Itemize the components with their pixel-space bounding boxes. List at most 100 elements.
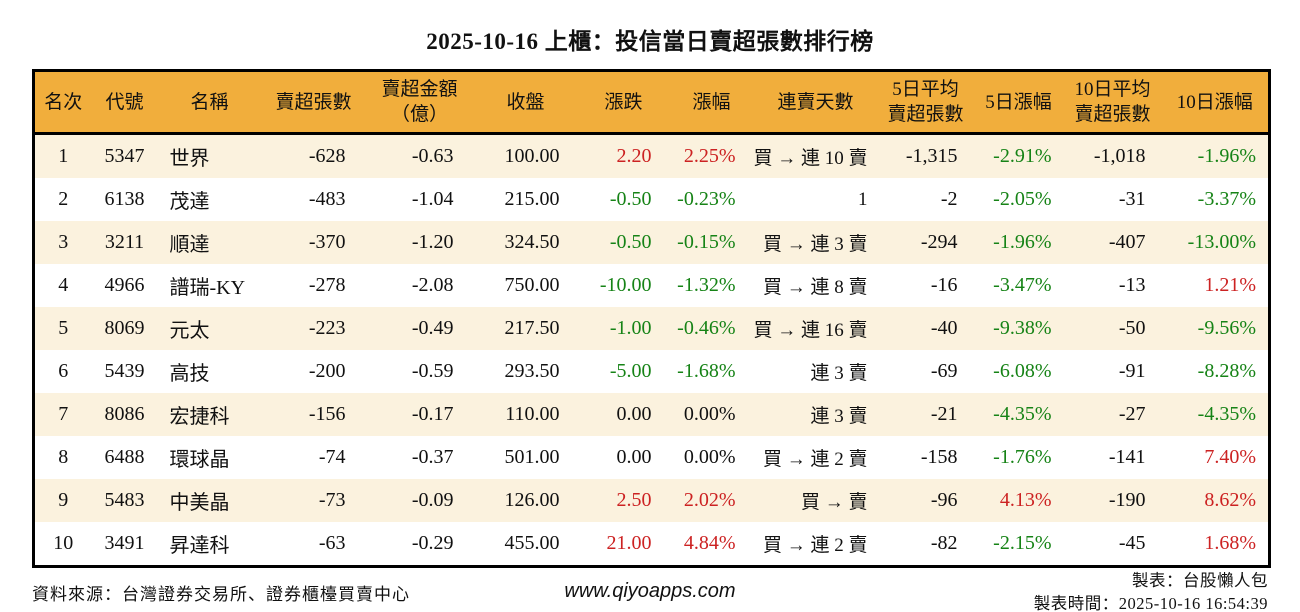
cell-rank: 10 <box>53 532 74 554</box>
cell-avg10: -27 <box>1063 393 1162 436</box>
table-row: 10 3491 昇達科 -63 -0.29 455.00 21.00 4.84% 買 → 連 2… <box>34 522 1270 567</box>
cell-pct5: -6.08% <box>993 360 1052 382</box>
col-header-name: 名稱 <box>157 70 262 135</box>
table-row: 3 3211 順達 -370 -1.20 324.50 -0.50 -0.15% 買 → 連 3… <box>33 221 1270 264</box>
cell-close: 100.00 <box>473 133 578 178</box>
cell-sell_amt: -0.59 <box>411 360 454 382</box>
cell-close: 110.00 <box>473 393 578 436</box>
cell-name: 世界 <box>157 133 262 178</box>
cell-pct10: 8.62% <box>1161 479 1270 522</box>
cell-name: 中美晶 <box>157 479 262 522</box>
cell-code: 6488 <box>104 446 145 468</box>
cell-rank: 6 <box>58 360 69 382</box>
cell-rank: 3 <box>33 221 92 264</box>
cell-pct10: -13.00% <box>1161 221 1270 264</box>
table-row: 6 5439 高技 -200 -0.59 293.50 -5.00 -1.68% 連 3 賣 -6… <box>34 350 1270 393</box>
cell-pct5: -2.15% <box>993 532 1052 554</box>
cell-pct5: -3.47% <box>993 274 1052 296</box>
cell-code: 3491 <box>104 532 145 554</box>
cell-sell_amt: -0.49 <box>365 307 474 350</box>
cell-close: 750.00 <box>504 274 560 296</box>
cell-streak: 買 → 連 2 賣 <box>762 535 868 556</box>
cell-name: 環球晶 <box>169 449 230 471</box>
cell-streak: 買 → 連 16 賣 <box>753 307 878 350</box>
table-row: 1 5347 世界 -628 -0.63 100.00 2.20 2.25% 買 → 連 10 … <box>33 133 1270 178</box>
cell-pct5: -9.38% <box>973 307 1064 350</box>
cell-pct10: -8.28% <box>1197 360 1256 382</box>
cell-code: 3211 <box>91 221 158 264</box>
cell-streak: 連 3 賣 <box>810 363 868 384</box>
cell-sell_amt: -0.09 <box>365 479 474 522</box>
cell-sell_vol: -74 <box>318 446 346 468</box>
col-header-sell-volume: 賣超張數 <box>261 70 366 135</box>
cell-avg5: -82 <box>930 532 958 554</box>
col-header-rank: 名次 <box>33 70 92 135</box>
cell-avg10: -407 <box>1063 221 1162 264</box>
cell-close: 501.00 <box>504 446 560 468</box>
col-header-pct5: 5日漲幅 <box>973 70 1064 135</box>
cell-pct5: -1.96% <box>973 221 1064 264</box>
col-header-change: 漲跌 <box>577 70 670 135</box>
cell-sell_vol: -278 <box>308 274 346 296</box>
col-header-sell-amount: 賣超金額 （億） <box>365 70 474 135</box>
cell-rank: 7 <box>33 393 92 436</box>
cell-sell_amt: -0.29 <box>411 532 454 554</box>
col-header-streak: 連賣天數 <box>753 70 878 135</box>
cell-avg10: -31 <box>1118 188 1146 210</box>
cell-avg10: -190 <box>1063 479 1162 522</box>
cell-chg_pct: -0.46% <box>669 307 754 350</box>
cell-sell_vol: -628 <box>261 133 366 178</box>
data-source-note: 資料來源：台灣證券交易所、證券櫃檯買賣中心 <box>32 585 410 604</box>
header-row: 名次 代號 名稱 賣超張數 賣超金額 （億） 收盤 漲跌 漲幅 連賣天數 5日平… <box>33 70 1270 135</box>
cell-sell_vol: -73 <box>261 479 366 522</box>
cell-chg_pct: -0.23% <box>677 188 736 210</box>
cell-close: 217.50 <box>473 307 578 350</box>
cell-sell_vol: -63 <box>318 532 346 554</box>
cell-sell_amt: -0.37 <box>411 446 454 468</box>
page-title: 2025-10-16 上櫃：投信當日賣超張數排行榜 <box>426 29 874 54</box>
website-url: www.qiyoapps.com <box>564 580 736 602</box>
ranking-table: 名次 代號 名稱 賣超張數 賣超金額 （億） 收盤 漲跌 漲幅 連賣天數 5日平… <box>32 69 1271 568</box>
cell-chg_pct: 2.25% <box>669 133 754 178</box>
cell-close: 455.00 <box>504 532 560 554</box>
cell-chg_pct: 0.00% <box>669 393 754 436</box>
cell-name: 茂達 <box>169 191 210 213</box>
cell-pct10: 1.21% <box>1204 274 1256 296</box>
cell-chg_pct: -1.32% <box>677 274 736 296</box>
cell-chg_pct: -1.68% <box>677 360 736 382</box>
col-header-close: 收盤 <box>473 70 578 135</box>
cell-close: 324.50 <box>473 221 578 264</box>
cell-chg: 2.50 <box>577 479 670 522</box>
cell-chg_pct: 2.02% <box>669 479 754 522</box>
cell-code: 5483 <box>91 479 158 522</box>
cell-avg5: -69 <box>930 360 958 382</box>
cell-avg5: -158 <box>920 446 958 468</box>
cell-pct5: -2.05% <box>993 188 1052 210</box>
cell-avg5: -96 <box>877 479 974 522</box>
cell-sell_amt: -2.08 <box>411 274 454 296</box>
cell-rank: 5 <box>33 307 92 350</box>
footer: 資料來源：台灣證券交易所、證券櫃檯買賣中心 www.qiyoapps.com 製… <box>0 568 1300 612</box>
cell-sell_amt: -1.20 <box>365 221 474 264</box>
cell-avg10: -91 <box>1118 360 1146 382</box>
cell-avg5: -2 <box>940 188 958 210</box>
cell-chg: -0.50 <box>577 221 670 264</box>
cell-name: 元太 <box>157 307 262 350</box>
generated-time-label: 製表時間：2025-10-16 16:54:39 <box>1033 594 1268 612</box>
col-header-pct10: 10日漲幅 <box>1161 70 1270 135</box>
cell-sell_vol: -483 <box>308 188 346 210</box>
cell-streak: 買 → 連 8 賣 <box>762 277 868 298</box>
cell-avg10: -45 <box>1118 532 1146 554</box>
cell-sell_vol: -200 <box>308 360 346 382</box>
cell-chg: 21.00 <box>606 532 652 554</box>
cell-code: 4966 <box>104 274 145 296</box>
cell-avg10: -1,018 <box>1063 133 1162 178</box>
cell-name: 高技 <box>169 363 210 385</box>
cell-avg5: -40 <box>877 307 974 350</box>
cell-chg_pct: 4.84% <box>683 532 736 554</box>
col-header-avg5: 5日平均 賣超張數 <box>877 70 974 135</box>
table-row: 8 6488 環球晶 -74 -0.37 501.00 0.00 0.00% 買 → 連 2 賣… <box>34 436 1270 479</box>
cell-sell_amt: -0.17 <box>365 393 474 436</box>
table-row: 7 8086 宏捷科 -156 -0.17 110.00 0.00 0.00% 連 3 賣 -21… <box>33 393 1270 436</box>
col-header-change-pct: 漲幅 <box>669 70 754 135</box>
